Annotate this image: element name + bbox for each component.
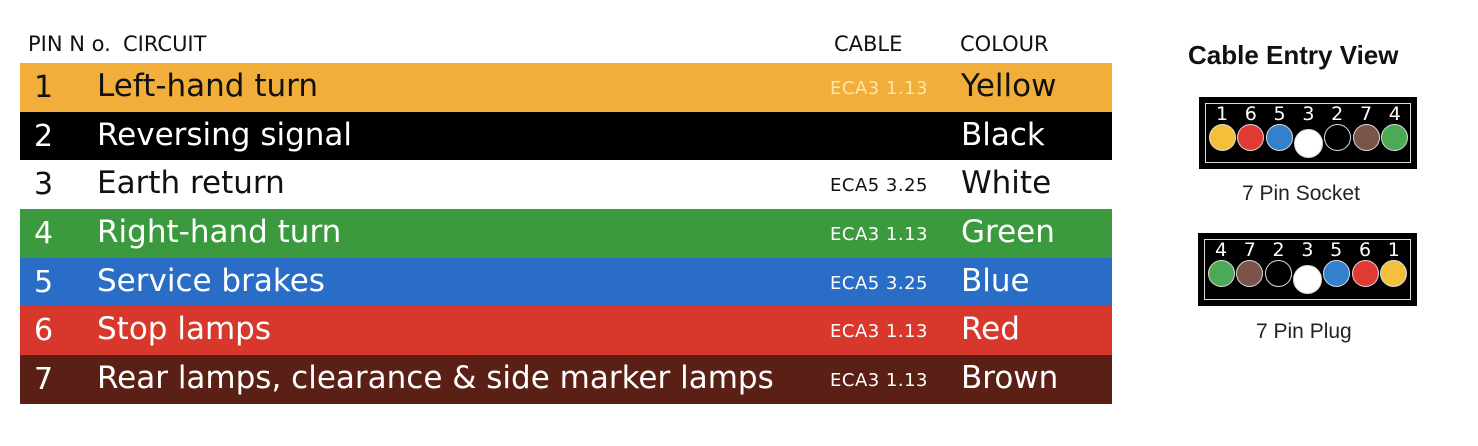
pin-number-label: 5 xyxy=(1330,239,1343,261)
pin-colour-dot xyxy=(1352,124,1380,151)
circuit-name: Stop lamps xyxy=(97,311,271,348)
header-colour: COLOUR xyxy=(960,32,1049,56)
pin-number-label: 6 xyxy=(1358,239,1372,261)
plug-label: 7 Pin Plug xyxy=(1256,320,1352,343)
table-row: 4 Right-hand turn ECA3 1.13 Green xyxy=(20,209,1112,258)
pin-number-label: 3 xyxy=(1302,103,1315,125)
pin-5: 5 xyxy=(1322,240,1350,287)
pin-number-label: 1 xyxy=(1387,239,1400,261)
pin-number-label: 4 xyxy=(1214,239,1228,261)
header-pin-no: PIN N o. xyxy=(28,32,111,56)
cable-spec: ECA5 3.25 xyxy=(830,175,929,197)
circuit-name: Service brakes xyxy=(97,262,325,299)
pin-number-label: 2 xyxy=(1272,239,1285,261)
cable-spec: ECA3 1.13 xyxy=(830,321,929,343)
pin-colour-dot xyxy=(1265,260,1293,287)
table-row: 5 Service brakes ECA5 3.25 Blue xyxy=(20,257,1112,307)
table-row: 2 Reversing signal Black xyxy=(20,111,1112,161)
wire-colour: White xyxy=(961,165,1052,202)
pin-colour-dot xyxy=(1293,265,1323,294)
pin-number-label: 2 xyxy=(1331,103,1344,125)
pin-colour-dot xyxy=(1381,124,1409,151)
wire-colour: Black xyxy=(961,116,1045,153)
pin-1: 1 xyxy=(1380,240,1408,287)
pin-colour-dot xyxy=(1236,260,1264,287)
pin-4: 4 xyxy=(1381,104,1409,151)
pin-colour-dot xyxy=(1294,129,1324,158)
cable-spec: ECA3 1.13 xyxy=(830,370,929,392)
pin-number: 3 xyxy=(34,167,54,203)
pin-colour-dot xyxy=(1266,124,1294,151)
circuit-name: Left-hand turn xyxy=(97,68,318,104)
pin-number-label: 1 xyxy=(1215,103,1229,125)
wire-colour: Yellow xyxy=(961,68,1057,104)
pin-number-label: 7 xyxy=(1359,103,1373,125)
cable-spec: ECA3 1.13 xyxy=(830,224,929,246)
circuit-name: Right-hand turn xyxy=(97,214,342,251)
pin-number: 6 xyxy=(34,313,54,349)
circuit-name: Rear lamps, clearance & side marker lamp… xyxy=(97,360,774,397)
cable-spec: ECA3 1.13 xyxy=(830,78,929,99)
pin-colour-dot xyxy=(1237,124,1265,151)
pin-number-label: 4 xyxy=(1388,103,1401,125)
wire-colour: Red xyxy=(961,311,1020,348)
pin-colour-dot xyxy=(1208,124,1236,151)
wire-colour: Blue xyxy=(961,262,1030,299)
wiring-table: 1 Left-hand turn ECA3 1.13 Yellow 2 Reversing… xyxy=(20,63,1112,404)
pin-number-label: 5 xyxy=(1273,103,1286,125)
pin-colour-dot xyxy=(1380,260,1408,287)
pin-3: 3 xyxy=(1293,239,1323,294)
pin-6: 6 xyxy=(1237,104,1265,151)
pin-7: 7 xyxy=(1236,240,1264,287)
pin-colour-dot xyxy=(1351,260,1379,287)
pin-2: 2 xyxy=(1323,104,1351,151)
cable-spec: ECA5 3.25 xyxy=(830,272,929,294)
pin-6: 6 xyxy=(1351,240,1379,287)
pin-number-label: 3 xyxy=(1301,239,1314,261)
circuit-name: Reversing signal xyxy=(97,116,353,153)
socket-label: 7 Pin Socket xyxy=(1242,182,1360,205)
pin-4: 4 xyxy=(1207,240,1235,287)
pin-number-label: 6 xyxy=(1244,103,1257,125)
table-row: 1 Left-hand turn ECA3 1.13 Yellow xyxy=(20,63,1112,112)
pin-number: 5 xyxy=(34,264,54,300)
pin-1: 1 xyxy=(1208,104,1236,151)
table-row: 7 Rear lamps, clearance & side marker lam… xyxy=(20,355,1112,404)
circuit-name: Earth return xyxy=(97,165,285,202)
pin-number: 4 xyxy=(34,216,54,252)
pin-colour-dot xyxy=(1322,260,1350,287)
pin-7: 7 xyxy=(1352,104,1380,151)
cable-entry-view-title: Cable Entry View xyxy=(1188,40,1399,70)
wire-colour: Green xyxy=(961,214,1055,251)
pin-colour-dot xyxy=(1207,260,1235,287)
pin-3: 3 xyxy=(1294,103,1324,158)
pin-number: 7 xyxy=(34,362,54,398)
pin-number-label: 7 xyxy=(1243,239,1256,261)
pin-number: 1 xyxy=(34,70,54,105)
table-row: 3 Earth return ECA5 3.25 White xyxy=(20,160,1112,210)
header-circuit: CIRCUIT xyxy=(123,32,207,56)
pin-2: 2 xyxy=(1265,240,1293,287)
pin-number: 2 xyxy=(34,118,54,154)
pin-colour-dot xyxy=(1323,124,1351,151)
header-cable: CABLE xyxy=(834,32,903,56)
wire-colour: Brown xyxy=(961,360,1059,397)
pin-5: 5 xyxy=(1266,104,1294,151)
table-row: 6 Stop lamps ECA3 1.13 Red xyxy=(20,306,1112,356)
